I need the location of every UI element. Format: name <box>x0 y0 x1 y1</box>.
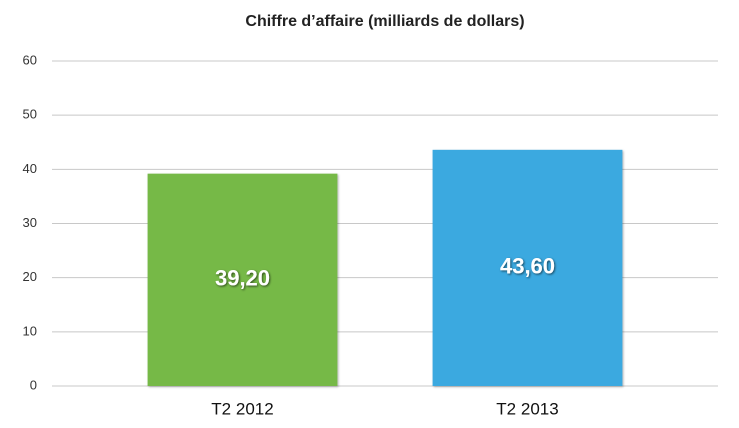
chart-title: Chiffre d’affaire (milliards de dollars) <box>245 13 524 30</box>
y-tick-label: 60 <box>23 52 37 67</box>
y-tick-label: 50 <box>23 107 37 122</box>
value-label: 39,20 <box>215 266 270 291</box>
y-tick-label: 40 <box>23 161 37 176</box>
y-tick-label: 0 <box>30 377 37 392</box>
bar <box>147 173 338 386</box>
y-tick-label: 20 <box>23 269 37 284</box>
y-tick-label: 30 <box>23 215 37 230</box>
y-tick-label: 10 <box>23 323 37 338</box>
x-tick-label: T2 2012 <box>211 399 273 418</box>
x-tick-label: T2 2013 <box>496 399 558 418</box>
bar <box>432 149 623 386</box>
value-label: 43,60 <box>500 254 555 279</box>
